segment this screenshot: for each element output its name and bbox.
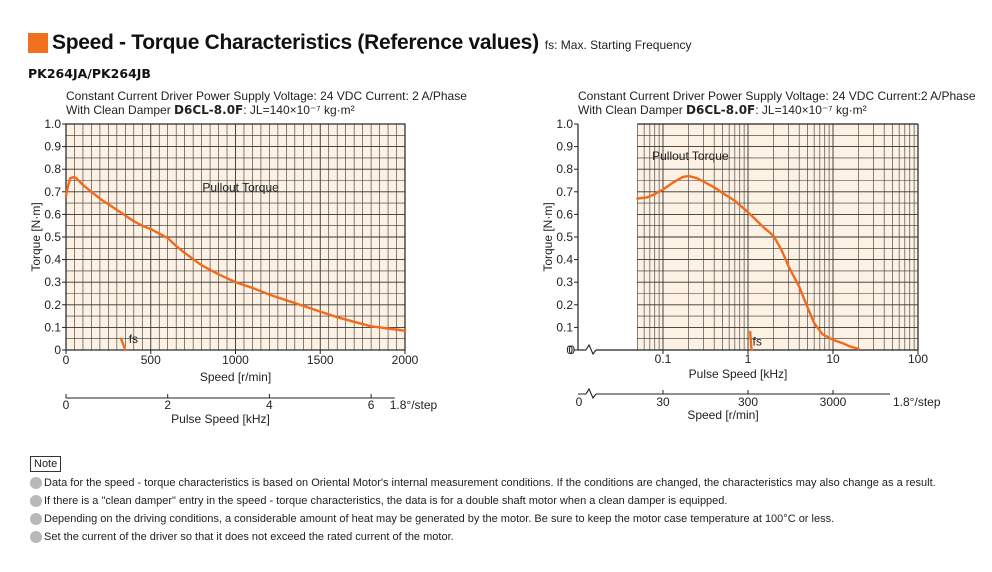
y-tick-label: 0.5: [44, 230, 61, 244]
right-speed-torque-chart: 0 0.1 0.2 0.3 0.4 0.5 0.6 0.7 0.8 0.9 1.0 0.1 1 10 100…: [541, 117, 941, 422]
x-tick-label: 500: [141, 353, 161, 367]
secondary-axis-title: Speed [r/min]: [687, 408, 758, 422]
y-axis-title: Torque [N·m]: [29, 202, 43, 271]
note-item: Set the current of the driver so that it…: [30, 528, 936, 546]
bullet-icon: [30, 531, 42, 543]
y-tick-label: 0.1: [44, 320, 61, 334]
secondary-axis-tick-label: 300: [738, 395, 758, 409]
right-chart-conditions: Constant Current Driver Power Supply Vol…: [578, 89, 976, 117]
y-tick-label: 0.2: [44, 298, 61, 312]
left-cond-line2: With Clean Damper D6CL-8.0F: JL=140×10⁻⁷…: [66, 103, 355, 117]
x-axis-title: Pulse Speed [kHz]: [689, 367, 788, 381]
right-damper-model: D6CL-8.0F: [686, 103, 756, 117]
title-marker-icon: [28, 33, 48, 53]
y-axis-title: Torque [N·m]: [541, 202, 555, 271]
left-chart-conditions: Constant Current Driver Power Supply Vol…: [66, 89, 467, 117]
secondary-axis-tick-label: 4: [266, 398, 273, 412]
pullout-torque-label: Pullout Torque: [202, 180, 279, 194]
left-speed-torque-chart: 0 0.1 0.2 0.3 0.4 0.5 0.6 0.7 0.8 0.9 1.0 0 500 1000 1…: [29, 117, 438, 426]
secondary-axis-tick-label: 6: [368, 398, 375, 412]
y-tick-label: 1.0: [556, 117, 573, 131]
y-tick-label: 0.5: [556, 230, 573, 244]
secondary-axis-tick-label: 0: [63, 398, 70, 412]
fs-curve: [119, 337, 127, 352]
x-tick-label: 0.1: [655, 352, 672, 366]
axis-break-icon: [585, 343, 597, 356]
secondary-axis-origin-label: 0: [576, 395, 583, 409]
left-damper-model: D6CL-8.0F: [174, 103, 244, 117]
note-label: Note: [30, 456, 62, 472]
secondary-axis-title: Pulse Speed [kHz]: [171, 412, 270, 426]
step-angle-label: 1.8°/step: [893, 395, 941, 409]
secondary-axis-break-icon: [585, 387, 597, 400]
y-tick-label: 0.8: [44, 162, 61, 176]
y-tick-label: 0.4: [44, 253, 61, 267]
note-item: If there is a "clean damper" entry in th…: [30, 492, 936, 510]
page-title: Speed - Torque Characteristics (Referenc…: [28, 30, 692, 56]
secondary-axis-tick-label: 30: [656, 395, 670, 409]
fs-label: fs: [753, 334, 762, 348]
note-item: Depending on the driving conditions, a c…: [30, 510, 936, 528]
y-tick-label: 0.6: [44, 207, 61, 221]
secondary-axis-tick-label: 2: [164, 398, 171, 412]
left-cond-line1: Constant Current Driver Power Supply Vol…: [66, 89, 467, 103]
x-tick-label: 100: [908, 352, 928, 366]
y-tick-label: 0.9: [44, 140, 61, 154]
y-tick-label: 1.0: [44, 117, 61, 131]
fs-curve: [749, 330, 753, 352]
x-tick-label: 10: [826, 352, 840, 366]
chart-section-subtitle: fs: Max. Starting Frequency: [544, 38, 692, 52]
x-axis-origin-label: 0: [568, 343, 575, 357]
y-tick-label: 0.7: [556, 185, 573, 199]
y-tick-label: 0.1: [556, 320, 573, 334]
y-tick-label: 0.2: [556, 298, 573, 312]
y-tick-label: 0: [566, 343, 573, 357]
y-tick-label: 0.8: [556, 162, 573, 176]
y-tick-label: 0.3: [556, 275, 573, 289]
model-name: PK264JA/PK264JB: [28, 66, 151, 81]
note-list: Data for the speed - torque characterist…: [30, 474, 936, 546]
x-tick-label: 0: [63, 353, 70, 367]
bullet-icon: [30, 495, 42, 507]
right-cond-line1: Constant Current Driver Power Supply Vol…: [578, 89, 976, 103]
x-tick-label: 1000: [222, 353, 249, 367]
secondary-axis-tick-label: 3000: [820, 395, 847, 409]
bullet-icon: [30, 513, 42, 525]
y-tick-label: 0.6: [556, 207, 573, 221]
y-tick-label: 0: [54, 343, 61, 357]
pullout-torque-curve: [64, 175, 407, 332]
x-tick-label: 1500: [307, 353, 334, 367]
step-angle-label: 1.8°/step: [390, 398, 438, 412]
y-tick-label: 0.9: [556, 140, 573, 154]
chart-section-title: Speed - Torque Characteristics (Referenc…: [52, 31, 539, 54]
bullet-icon: [30, 477, 42, 489]
y-tick-label: 0.7: [44, 185, 61, 199]
x-tick-label: 1: [745, 352, 752, 366]
pullout-torque-label: Pullout Torque: [652, 149, 729, 163]
pullout-torque-curve: [636, 174, 860, 351]
x-axis-title: Speed [r/min]: [200, 370, 271, 384]
fs-label: fs: [129, 332, 138, 346]
note-item: Data for the speed - torque characterist…: [30, 474, 936, 492]
right-cond-line2: With Clean Damper D6CL-8.0F: JL=140×10⁻⁷…: [578, 103, 867, 117]
y-tick-label: 0.3: [44, 275, 61, 289]
x-tick-label: 2000: [392, 353, 419, 367]
y-tick-label: 0.4: [556, 253, 573, 267]
